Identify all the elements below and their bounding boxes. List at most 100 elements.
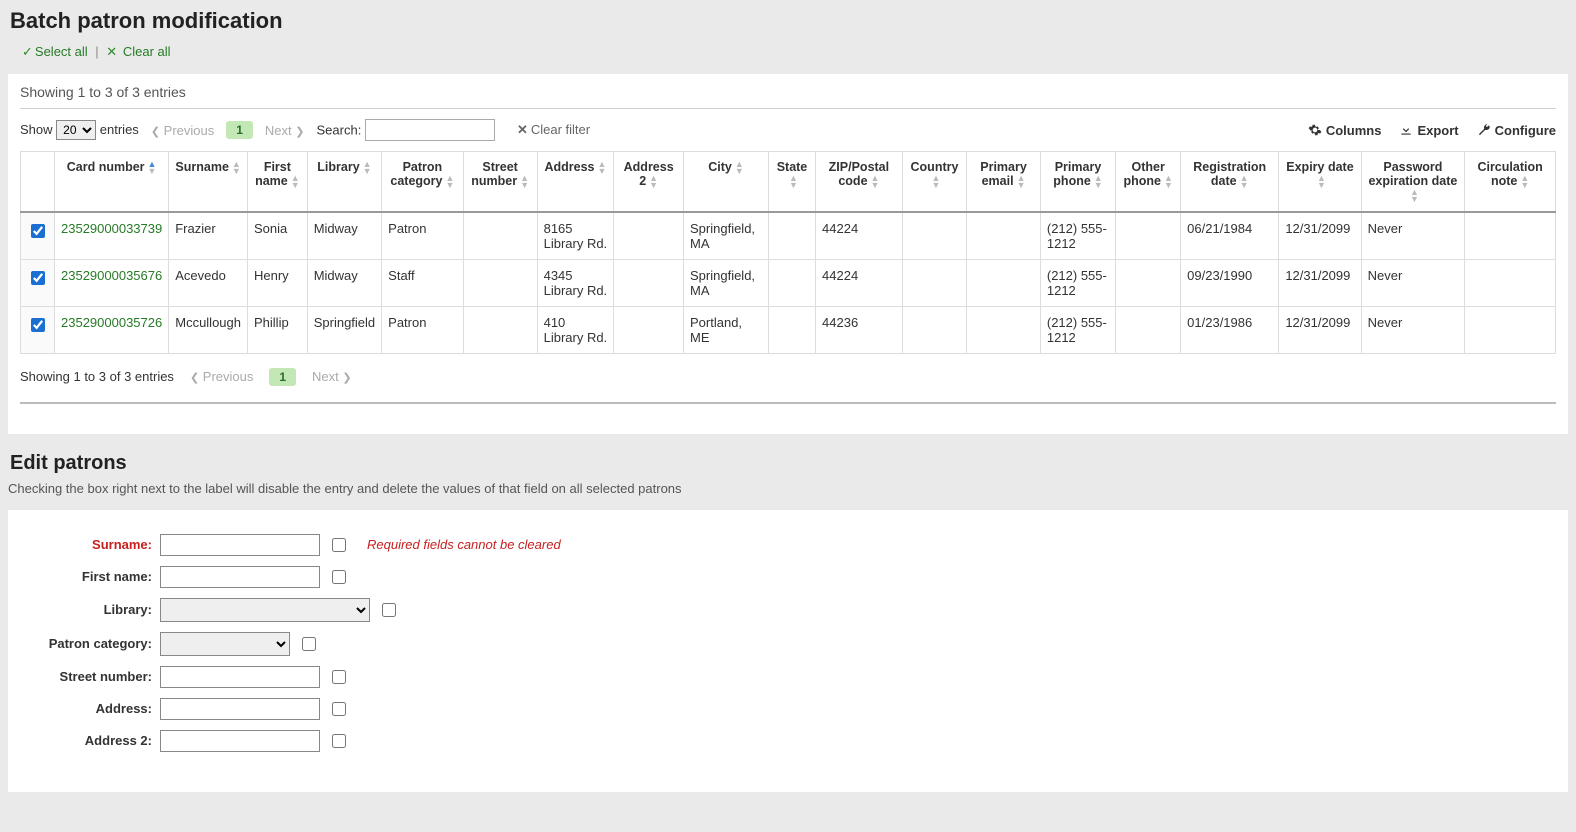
columns-tool[interactable]: Columns	[1308, 123, 1382, 138]
cell-zip: 44224	[816, 259, 903, 306]
cell-street	[463, 212, 537, 260]
sort-icon: ▲▼	[148, 161, 157, 175]
column-header[interactable]: State▲▼	[768, 152, 815, 212]
column-header[interactable]	[21, 152, 55, 212]
clear-category[interactable]	[302, 637, 316, 651]
column-header-label: Patron category	[390, 160, 442, 188]
sort-icon: ▲▼	[598, 161, 607, 175]
patrons-table: Card number▲▼Surname▲▼First name▲▼Librar…	[20, 151, 1556, 354]
cell-reg: 06/21/1984	[1181, 212, 1279, 260]
column-header[interactable]: Expiry date▲▼	[1279, 152, 1361, 212]
cell-note	[1465, 259, 1556, 306]
row-checkbox[interactable]	[31, 224, 45, 238]
column-header-label: Password expiration date	[1368, 160, 1457, 188]
label-street: Street number:	[32, 669, 152, 684]
clear-firstname[interactable]	[332, 570, 346, 584]
chevron-left-icon: ❮	[151, 126, 160, 138]
cell-street	[463, 306, 537, 353]
clear-surname[interactable]	[332, 538, 346, 552]
prev-page-bottom[interactable]: ❮ Previous	[190, 369, 253, 384]
x-icon: ✕	[106, 44, 117, 59]
input-surname[interactable]	[160, 534, 320, 556]
edit-heading: Edit patrons	[10, 452, 1568, 475]
sort-icon: ▲▼	[871, 175, 880, 189]
show-entries-group: Show 20 entries	[20, 120, 139, 140]
card-number-link[interactable]: 23529000035726	[61, 315, 162, 330]
cell-library: Midway	[307, 212, 381, 260]
input-firstname[interactable]	[160, 566, 320, 588]
row-checkbox[interactable]	[31, 318, 45, 332]
cell-first: Sonia	[248, 212, 308, 260]
column-header[interactable]: Patron category▲▼	[382, 152, 463, 212]
column-header[interactable]: Circulation note▲▼	[1465, 152, 1556, 212]
cell-state	[768, 212, 815, 260]
page-size-select[interactable]: 20	[56, 120, 96, 140]
clear-street[interactable]	[332, 670, 346, 684]
column-header[interactable]: First name▲▼	[248, 152, 308, 212]
next-page-bottom[interactable]: Next ❯	[312, 369, 352, 384]
cell-country	[902, 259, 966, 306]
sort-icon: ▲▼	[445, 175, 454, 189]
column-header[interactable]: Address▲▼	[537, 152, 614, 212]
row-checkbox[interactable]	[31, 271, 45, 285]
row-address2: Address 2:	[32, 730, 1544, 752]
cell-email	[967, 259, 1041, 306]
input-address2[interactable]	[160, 730, 320, 752]
next-label: Next	[265, 123, 292, 138]
clear-address[interactable]	[332, 702, 346, 716]
select-category[interactable]	[160, 632, 290, 656]
export-label: Export	[1417, 123, 1458, 138]
next-page[interactable]: Next ❯	[265, 123, 305, 138]
entries-info-top: Showing 1 to 3 of 3 entries	[20, 84, 1556, 100]
edit-subnote: Checking the box right next to the label…	[8, 481, 1568, 496]
sort-icon: ▲▼	[932, 175, 941, 189]
column-header[interactable]: Library▲▼	[307, 152, 381, 212]
select-all-link[interactable]: ✓Select all	[22, 44, 88, 59]
column-header[interactable]: Address 2▲▼	[614, 152, 684, 212]
select-library[interactable]	[160, 598, 370, 622]
cell-first: Phillip	[248, 306, 308, 353]
column-header[interactable]: Password expiration date▲▼	[1361, 152, 1465, 212]
cell-zip: 44224	[816, 212, 903, 260]
clear-filter[interactable]: ✕Clear filter	[517, 122, 590, 138]
clear-library[interactable]	[382, 603, 396, 617]
cell-state	[768, 306, 815, 353]
cell-street	[463, 259, 537, 306]
input-street[interactable]	[160, 666, 320, 688]
cell-card: 23529000035676	[55, 259, 169, 306]
column-header[interactable]: Primary phone▲▼	[1040, 152, 1115, 212]
current-page[interactable]: 1	[226, 121, 253, 139]
cell-state	[768, 259, 815, 306]
current-page-bottom[interactable]: 1	[269, 368, 296, 386]
configure-tool[interactable]: Configure	[1477, 123, 1556, 138]
column-header[interactable]: ZIP/Postal code▲▼	[816, 152, 903, 212]
sort-icon: ▲▼	[789, 175, 798, 189]
column-header[interactable]: Card number▲▼	[55, 152, 169, 212]
cell-phone: (212) 555-1212	[1040, 306, 1115, 353]
column-header-label: Other phone	[1123, 160, 1164, 188]
card-number-link[interactable]: 23529000033739	[61, 221, 162, 236]
export-tool[interactable]: Export	[1399, 123, 1458, 138]
column-header[interactable]: Surname▲▼	[169, 152, 248, 212]
cell-addr: 410 Library Rd.	[537, 306, 614, 353]
label-firstname: First name:	[32, 569, 152, 584]
card-number-link[interactable]: 23529000035676	[61, 268, 162, 283]
input-address[interactable]	[160, 698, 320, 720]
cell-note	[1465, 212, 1556, 260]
search-input[interactable]	[365, 119, 495, 141]
clear-address2[interactable]	[332, 734, 346, 748]
column-header[interactable]: Primary email▲▼	[967, 152, 1041, 212]
sort-icon: ▲▼	[363, 161, 372, 175]
cell-card: 23529000033739	[55, 212, 169, 260]
column-header[interactable]: Other phone▲▼	[1116, 152, 1181, 212]
column-header[interactable]: Registration date▲▼	[1181, 152, 1279, 212]
column-header[interactable]: City▲▼	[684, 152, 769, 212]
prev-label-bottom: Previous	[203, 369, 254, 384]
column-header-label: Circulation note	[1477, 160, 1542, 188]
prev-page[interactable]: ❮ Previous	[151, 123, 214, 138]
cell-surname: Acevedo	[169, 259, 248, 306]
column-header[interactable]: Country▲▼	[902, 152, 966, 212]
cell-note	[1465, 306, 1556, 353]
column-header[interactable]: Street number▲▼	[463, 152, 537, 212]
clear-all-link[interactable]: ✕ Clear all	[106, 44, 170, 59]
